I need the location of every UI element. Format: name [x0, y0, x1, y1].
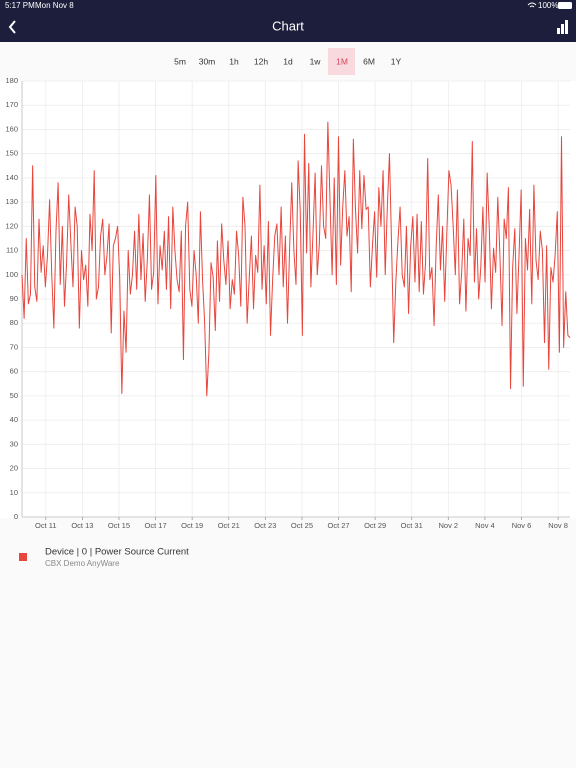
x-tick-label: Oct 11 [35, 521, 57, 530]
y-tick-label: 10 [10, 488, 18, 497]
y-tick-label: 110 [6, 246, 18, 255]
y-tick-label: 30 [10, 439, 18, 448]
y-tick-label: 130 [5, 197, 18, 206]
x-tick-label: Oct 23 [254, 521, 276, 530]
range-tab[interactable]: 30m [199, 56, 216, 66]
legend-swatch [19, 553, 27, 561]
range-tab[interactable]: 1Y [391, 56, 402, 66]
x-tick-label: Oct 29 [364, 521, 386, 530]
y-tick-label: 40 [10, 415, 18, 424]
y-tick-label: 0 [14, 512, 18, 521]
status-date: Mon Nov 8 [35, 1, 74, 10]
y-tick-label: 50 [10, 391, 18, 400]
y-tick-label: 80 [10, 318, 18, 327]
data-line [21, 121, 571, 397]
x-tick-label: Oct 15 [108, 521, 130, 530]
range-tab-selected-bg [328, 48, 355, 75]
range-tab[interactable]: 6M [363, 56, 375, 66]
range-tab[interactable]: 1w [310, 56, 322, 66]
y-tick-label: 70 [10, 342, 18, 351]
y-tick-label: 120 [5, 221, 18, 230]
back-button[interactable] [8, 20, 16, 34]
status-time: 5:17 PM [5, 1, 35, 10]
x-tick-label: Oct 31 [401, 521, 423, 530]
y-tick-label: 100 [5, 270, 18, 279]
chart-icon-button[interactable] [557, 20, 568, 34]
x-tick-label: Nov 8 [548, 521, 568, 530]
y-tick-label: 180 [5, 76, 18, 85]
range-tab[interactable]: 5m [174, 56, 186, 66]
y-tick-label: 150 [5, 149, 18, 158]
y-tick-label: 60 [10, 367, 18, 376]
x-tick-label: Nov 4 [475, 521, 495, 530]
header-title: Chart [272, 18, 304, 33]
x-tick-label: Oct 13 [71, 521, 93, 530]
x-tick-label: Oct 21 [218, 521, 240, 530]
battery-icon [558, 2, 572, 9]
y-tick-label: 20 [10, 464, 18, 473]
range-tab[interactable]: 12h [254, 56, 268, 66]
legend-label: Device | 0 | Power Source Current [45, 547, 189, 558]
x-tick-label: Nov 2 [439, 521, 459, 530]
range-tab[interactable]: 1M [336, 56, 348, 66]
y-tick-label: 160 [5, 124, 18, 133]
header-bar [0, 0, 576, 42]
x-tick-label: Oct 17 [145, 521, 167, 530]
range-tab[interactable]: 1h [229, 56, 239, 66]
x-tick-label: Oct 27 [327, 521, 349, 530]
x-tick-label: Oct 19 [181, 521, 203, 530]
range-tab[interactable]: 1d [283, 56, 293, 66]
wifi-icon [527, 2, 537, 8]
x-tick-label: Nov 6 [512, 521, 532, 530]
status-battery: 100% [538, 1, 558, 10]
x-tick-label: Oct 25 [291, 521, 313, 530]
y-tick-label: 140 [5, 173, 18, 182]
legend-source: CBX Demo AnyWare [45, 559, 120, 568]
y-tick-label: 90 [10, 294, 18, 303]
y-tick-label: 170 [5, 100, 18, 109]
